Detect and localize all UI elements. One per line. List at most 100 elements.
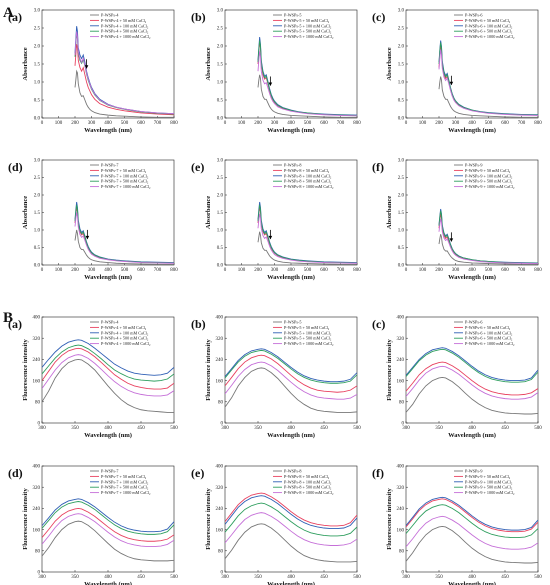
panel-label-b-e: (e) <box>191 466 204 480</box>
x-tick-label-b-c: 450 <box>501 426 509 431</box>
y-tick-label-b-f: 320 <box>397 486 405 491</box>
y-tick-label-a-a: 2.0 <box>34 45 41 50</box>
legend-label-b-c-0: P-WSPs-6 <box>465 320 482 325</box>
x-tick-label-a-d: 300 <box>88 268 96 273</box>
x-tick-label-a-b: 400 <box>287 121 295 126</box>
x-tick-label-b-e: 450 <box>320 575 328 580</box>
y-tick-label-a-d: 2.0 <box>34 194 41 199</box>
chart-b-d: (d)300 350 400 450 500080160240320400Wavelen… <box>8 465 178 585</box>
legend-label-a-b-1: P-WSPs-5 + 50 mM CaCl₂ <box>284 18 330 23</box>
series-line-a-e-0 <box>257 231 357 265</box>
legend-label-b-c-2: P-WSPs-6 + 100 mM CaCl₂ <box>465 330 513 335</box>
chart-a-f: (f) 0 100 200 300 400 500 600 700 800 0.0 0.5 1.0 1.5… <box>372 159 542 281</box>
panel-label-b-d: (d) <box>8 466 23 480</box>
y-tick-label-a-d: 2.5 <box>34 176 41 181</box>
y-tick-label-a-a: 1.5 <box>34 63 41 68</box>
legend-label-a-c-2: P-WSPs-6 + 100 mM CaCl₂ <box>465 23 513 28</box>
x-tick-label-a-d: 400 <box>104 268 112 273</box>
y-tick-label-b-a: 0 <box>38 422 41 427</box>
x-tick-label-a-b: 800 <box>353 121 361 126</box>
x-tick-label-b-b: 450 <box>320 426 328 431</box>
legend-label-b-b-3: P-WSPs-5 + 500 mM CaCl₂ <box>284 336 332 341</box>
x-tick-label-a-e: 600 <box>320 268 328 273</box>
y-tick-label-b-c: 160 <box>397 379 405 384</box>
x-tick-label-a-d: 600 <box>137 268 145 273</box>
y-tick-label-a-c: 0.5 <box>398 99 405 104</box>
y-tick-label-b-b: 0 <box>221 422 224 427</box>
series-line-a-c-1 <box>438 45 538 116</box>
series-line-b-e-2 <box>225 495 357 529</box>
series-line-a-b-0 <box>257 74 357 118</box>
x-axis-label-b-e: Wavelength (nm) <box>267 581 315 585</box>
panel-label-a-b: (b) <box>191 10 206 24</box>
legend-label-a-d-2: P-WSPs-7 + 100 mM CaCl₂ <box>101 173 149 178</box>
legend-label-a-c-0: P-WSPs-6 <box>465 13 482 18</box>
x-tick-label-b-e: 500 <box>353 575 361 580</box>
series-line-b-d-4 <box>42 513 174 548</box>
x-tick-label-a-a: 200 <box>71 121 79 126</box>
x-tick-label-b-a: 350 <box>71 426 79 431</box>
x-tick-label-b-f: 400 <box>468 575 476 580</box>
legend-label-a-a-4: P-WSPs-4 + 1000 mM CaCl₂ <box>101 34 151 39</box>
series-line-a-c-0 <box>438 76 538 118</box>
y-tick-label-b-b: 160 <box>216 379 224 384</box>
y-axis-label-b-f: Fluorescence intensity <box>386 488 393 550</box>
series-line-b-c-0 <box>406 376 538 415</box>
annotation-arrowhead-a-c <box>449 81 454 86</box>
series-line-b-d-0 <box>42 520 174 562</box>
x-tick-label-a-c: 0 <box>405 121 408 126</box>
y-axis-label-b-c: Fluorescence intensity <box>386 339 393 401</box>
y-tick-label-a-f: 3.0 <box>398 159 405 164</box>
x-tick-label-b-a: 500 <box>170 426 178 431</box>
panel-label-a-a: (a) <box>8 10 22 24</box>
y-tick-label-b-b: 320 <box>216 337 224 342</box>
annotation-arrowhead-a-a <box>84 65 89 69</box>
x-tick-label-b-a: 300 <box>38 426 46 431</box>
y-tick-label-a-e: 0.0 <box>217 264 224 269</box>
x-tick-label-a-a: 0 <box>41 121 44 126</box>
x-tick-label-b-d: 350 <box>71 575 79 580</box>
x-tick-label-b-c: 400 <box>468 426 476 431</box>
legend-label-a-f-4: P-WSPs-9 + 1000 mM CaCl₂ <box>465 184 515 189</box>
series-line-b-c-4 <box>406 365 538 400</box>
y-tick-label-b-b: 400 <box>216 316 224 321</box>
x-tick-label-a-c: 600 <box>501 121 509 126</box>
series-line-a-f-0 <box>438 234 538 265</box>
x-tick-label-b-b: 300 <box>221 426 229 431</box>
y-tick-label-b-e: 80 <box>218 550 224 555</box>
x-tick-label-b-b: 500 <box>353 426 361 431</box>
series-line-b-b-2 <box>225 348 357 383</box>
series-line-a-a-4 <box>74 31 174 115</box>
series-line-b-b-1 <box>225 354 357 393</box>
legend-label-b-e-3: P-WSPs-8 + 500 mM CaCl₂ <box>284 485 332 490</box>
chart-b-b: (b)300 350 400 450 500080160240320400Wavelen… <box>191 316 361 439</box>
series-line-b-e-4 <box>225 512 357 546</box>
x-tick-label-b-d: 400 <box>104 575 112 580</box>
panel-label-a-c: (c) <box>372 10 385 24</box>
legend-label-b-b-2: P-WSPs-5 + 100 mM CaCl₂ <box>284 330 332 335</box>
legend-label-b-d-4: P-WSPs-7 + 1000 mM CaCl₂ <box>101 490 151 495</box>
x-tick-label-a-d: 700 <box>154 268 162 273</box>
y-tick-label-a-b: 3.0 <box>217 9 224 14</box>
legend-label-a-e-0: P-WSPs-8 <box>284 163 301 168</box>
x-tick-label-a-f: 600 <box>501 268 509 273</box>
legend-label-a-b-4: P-WSPs-5 + 1000 mM CaCl₂ <box>284 34 334 39</box>
x-axis-label-a-f: Wavelength (nm) <box>448 274 496 281</box>
x-tick-label-b-f: 300 <box>402 575 410 580</box>
x-tick-label-a-e: 300 <box>271 268 279 273</box>
chart-a-a: (a) 0 100 200 300 400 500 600 700 800 0.0 0.5 1.0 1.5… <box>8 9 178 134</box>
legend-label-a-a-0: P-WSPs-4 <box>101 13 119 18</box>
y-tick-label-b-d: 160 <box>33 528 41 533</box>
panel-label-a-e: (e) <box>191 160 204 174</box>
x-tick-label-b-d: 300 <box>38 575 46 580</box>
x-tick-label-a-a: 300 <box>88 121 96 126</box>
series-line-b-f-2 <box>406 496 538 531</box>
x-tick-label-a-d: 800 <box>170 268 178 273</box>
y-tick-label-b-c: 0 <box>402 422 405 427</box>
legend-label-a-e-2: P-WSPs-8 + 100 mM CaCl₂ <box>284 173 332 178</box>
series-line-b-a-2 <box>42 339 174 376</box>
y-tick-label-b-d: 400 <box>33 465 41 470</box>
legend-label-b-c-1: P-WSPs-6 + 50 mM CaCl₂ <box>465 325 511 330</box>
y-axis-label-b-e: Fluorescence intensity <box>205 488 212 550</box>
series-line-a-b-1 <box>257 42 357 116</box>
